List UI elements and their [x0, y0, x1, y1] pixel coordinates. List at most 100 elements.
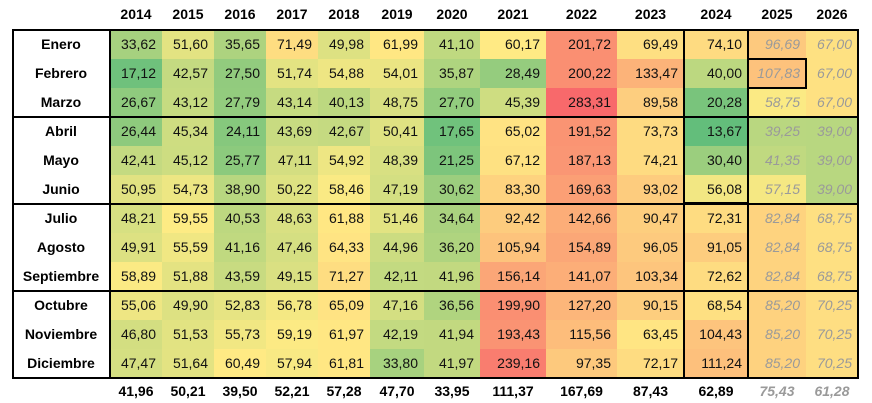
cell-enero-2014[interactable]: 33,62 [110, 30, 162, 59]
cell-agosto-2020[interactable]: 36,20 [424, 233, 480, 262]
cell-febrero-2024[interactable]: 40,00 [684, 59, 748, 88]
cell-enero-2022[interactable]: 201,72 [546, 30, 617, 59]
cell-octubre-2025[interactable]: 85,20 [748, 291, 806, 320]
cell-diciembre-2015[interactable]: 51,64 [162, 349, 214, 378]
cell-julio-2020[interactable]: 34,64 [424, 204, 480, 233]
cell-junio-2019[interactable]: 47,19 [370, 175, 424, 204]
cell-octubre-2023[interactable]: 90,15 [617, 291, 684, 320]
cell-abril-2021[interactable]: 65,02 [480, 117, 546, 146]
cell-enero-2023[interactable]: 69,49 [617, 30, 684, 59]
cell-junio-2025[interactable]: 57,15 [748, 175, 806, 204]
cell-diciembre-2018[interactable]: 61,81 [318, 349, 370, 378]
cell-octubre-2024[interactable]: 68,54 [684, 291, 748, 320]
cell-mayo-2023[interactable]: 74,21 [617, 146, 684, 175]
cell-diciembre-2016[interactable]: 60,49 [214, 349, 266, 378]
cell-agosto-2015[interactable]: 55,59 [162, 233, 214, 262]
cell-enero-2016[interactable]: 35,65 [214, 30, 266, 59]
cell-enero-2019[interactable]: 61,99 [370, 30, 424, 59]
cell-abril-2016[interactable]: 24,11 [214, 117, 266, 146]
cell-noviembre-2019[interactable]: 42,19 [370, 320, 424, 349]
cell-marzo-2024[interactable]: 20,28 [684, 88, 748, 117]
cell-octubre-2016[interactable]: 52,83 [214, 291, 266, 320]
cell-julio-2016[interactable]: 40,53 [214, 204, 266, 233]
cell-abril-2022[interactable]: 191,52 [546, 117, 617, 146]
cell-diciembre-2017[interactable]: 57,94 [266, 349, 318, 378]
cell-diciembre-2020[interactable]: 41,97 [424, 349, 480, 378]
cell-marzo-2022[interactable]: 283,31 [546, 88, 617, 117]
cell-noviembre-2014[interactable]: 46,80 [110, 320, 162, 349]
cell-julio-2014[interactable]: 48,21 [110, 204, 162, 233]
cell-noviembre-2026[interactable]: 70,25 [806, 320, 858, 349]
cell-noviembre-2024[interactable]: 104,43 [684, 320, 748, 349]
cell-julio-2015[interactable]: 59,55 [162, 204, 214, 233]
cell-noviembre-2025[interactable]: 85,20 [748, 320, 806, 349]
cell-febrero-2018[interactable]: 54,88 [318, 59, 370, 88]
cell-marzo-2021[interactable]: 45,39 [480, 88, 546, 117]
cell-febrero-2025[interactable]: 107,83 [748, 59, 806, 88]
cell-febrero-2020[interactable]: 35,87 [424, 59, 480, 88]
cell-febrero-2022[interactable]: 200,22 [546, 59, 617, 88]
cell-octubre-2026[interactable]: 70,25 [806, 291, 858, 320]
cell-junio-2023[interactable]: 93,02 [617, 175, 684, 204]
cell-octubre-2018[interactable]: 65,09 [318, 291, 370, 320]
cell-agosto-2017[interactable]: 47,46 [266, 233, 318, 262]
cell-diciembre-2026[interactable]: 70,25 [806, 349, 858, 378]
cell-septiembre-2017[interactable]: 49,15 [266, 262, 318, 291]
cell-octubre-2019[interactable]: 47,16 [370, 291, 424, 320]
cell-junio-2021[interactable]: 83,30 [480, 175, 546, 204]
cell-marzo-2018[interactable]: 40,13 [318, 88, 370, 117]
cell-febrero-2019[interactable]: 54,01 [370, 59, 424, 88]
cell-octubre-2017[interactable]: 56,78 [266, 291, 318, 320]
cell-mayo-2018[interactable]: 54,92 [318, 146, 370, 175]
cell-septiembre-2022[interactable]: 141,07 [546, 262, 617, 291]
cell-marzo-2014[interactable]: 26,67 [110, 88, 162, 117]
cell-enero-2017[interactable]: 71,49 [266, 30, 318, 59]
cell-abril-2014[interactable]: 26,44 [110, 117, 162, 146]
cell-junio-2014[interactable]: 50,95 [110, 175, 162, 204]
cell-mayo-2025[interactable]: 41,35 [748, 146, 806, 175]
cell-marzo-2015[interactable]: 43,12 [162, 88, 214, 117]
cell-noviembre-2022[interactable]: 115,56 [546, 320, 617, 349]
cell-enero-2026[interactable]: 67,00 [806, 30, 858, 59]
cell-mayo-2014[interactable]: 42,41 [110, 146, 162, 175]
cell-febrero-2021[interactable]: 28,49 [480, 59, 546, 88]
cell-agosto-2021[interactable]: 105,94 [480, 233, 546, 262]
cell-febrero-2014[interactable]: 17,12 [110, 59, 162, 88]
cell-marzo-2019[interactable]: 48,75 [370, 88, 424, 117]
cell-febrero-2023[interactable]: 133,47 [617, 59, 684, 88]
cell-agosto-2025[interactable]: 82,84 [748, 233, 806, 262]
cell-octubre-2014[interactable]: 55,06 [110, 291, 162, 320]
cell-agosto-2026[interactable]: 68,75 [806, 233, 858, 262]
cell-abril-2026[interactable]: 39,00 [806, 117, 858, 146]
cell-abril-2024[interactable]: 13,67 [684, 117, 748, 146]
cell-septiembre-2016[interactable]: 43,59 [214, 262, 266, 291]
cell-mayo-2026[interactable]: 39,00 [806, 146, 858, 175]
cell-agosto-2022[interactable]: 154,89 [546, 233, 617, 262]
cell-mayo-2015[interactable]: 45,12 [162, 146, 214, 175]
cell-julio-2025[interactable]: 82,84 [748, 204, 806, 233]
cell-diciembre-2024[interactable]: 111,24 [684, 349, 748, 378]
cell-noviembre-2016[interactable]: 55,73 [214, 320, 266, 349]
cell-noviembre-2017[interactable]: 59,19 [266, 320, 318, 349]
cell-octubre-2021[interactable]: 199,90 [480, 291, 546, 320]
cell-diciembre-2023[interactable]: 72,17 [617, 349, 684, 378]
cell-junio-2016[interactable]: 38,90 [214, 175, 266, 204]
cell-agosto-2018[interactable]: 64,33 [318, 233, 370, 262]
cell-septiembre-2025[interactable]: 82,84 [748, 262, 806, 291]
cell-septiembre-2015[interactable]: 51,88 [162, 262, 214, 291]
cell-junio-2020[interactable]: 30,62 [424, 175, 480, 204]
cell-mayo-2021[interactable]: 67,12 [480, 146, 546, 175]
cell-marzo-2016[interactable]: 27,79 [214, 88, 266, 117]
cell-julio-2019[interactable]: 51,46 [370, 204, 424, 233]
cell-agosto-2014[interactable]: 49,91 [110, 233, 162, 262]
cell-junio-2026[interactable]: 39,00 [806, 175, 858, 204]
cell-julio-2017[interactable]: 48,63 [266, 204, 318, 233]
cell-enero-2020[interactable]: 41,10 [424, 30, 480, 59]
cell-noviembre-2020[interactable]: 41,94 [424, 320, 480, 349]
cell-julio-2021[interactable]: 92,42 [480, 204, 546, 233]
cell-julio-2024[interactable]: 72,31 [684, 204, 748, 233]
cell-enero-2024[interactable]: 74,10 [684, 30, 748, 59]
cell-junio-2015[interactable]: 54,73 [162, 175, 214, 204]
cell-septiembre-2014[interactable]: 58,89 [110, 262, 162, 291]
cell-mayo-2019[interactable]: 48,39 [370, 146, 424, 175]
